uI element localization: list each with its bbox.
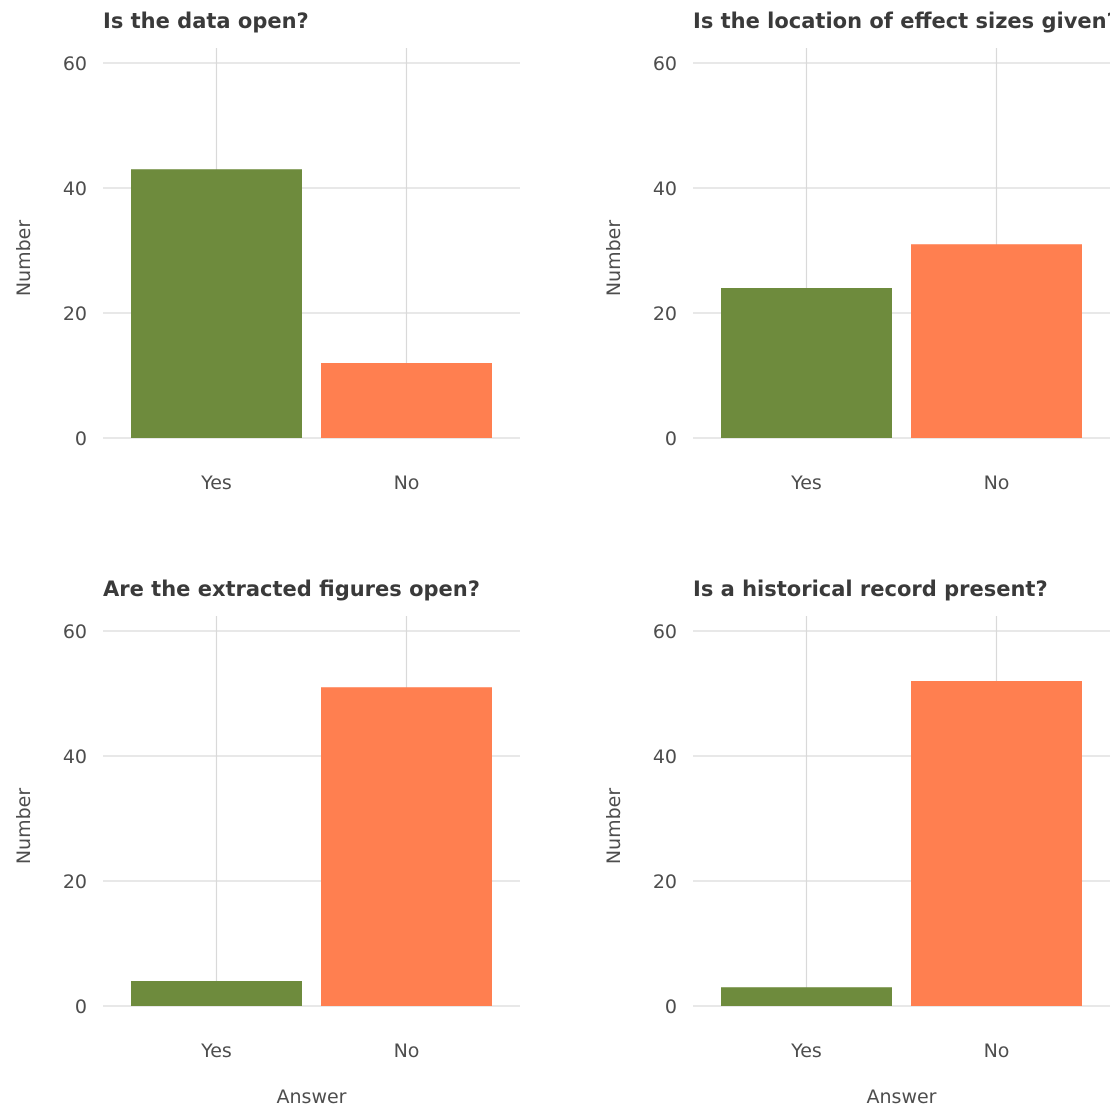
y-tick-label: 40 <box>63 746 87 768</box>
panel-title: Is the location of effect sizes given? <box>693 9 1110 33</box>
x-tick-label: Yes <box>200 1040 232 1062</box>
x-tick-label: No <box>394 472 420 494</box>
x-axis-label: Answer <box>277 1086 347 1108</box>
chart-panel-4: Is a historical record present? 0 20 40 60 Ye… <box>603 577 1110 1108</box>
bar-yes <box>721 288 892 438</box>
y-tick-label: 20 <box>63 303 87 325</box>
y-axis-label: Number <box>13 220 35 297</box>
bar-yes <box>131 169 302 438</box>
x-tick-label: Yes <box>200 472 232 494</box>
x-tick-label: No <box>984 472 1010 494</box>
bar-no <box>321 363 492 438</box>
panel-title: Is the data open? <box>103 9 309 33</box>
y-tick-label: 20 <box>653 303 677 325</box>
y-tick-label: 0 <box>665 428 677 450</box>
y-tick-label: 40 <box>653 178 677 200</box>
chart-panel-2: Is the location of effect sizes given? 0 2… <box>603 9 1110 494</box>
y-tick-label: 20 <box>63 871 87 893</box>
bar-yes <box>131 981 302 1006</box>
y-tick-label: 20 <box>653 871 677 893</box>
chart-panel-3: Are the extracted figures open? 0 20 40 60 Ye… <box>13 577 520 1108</box>
y-tick-label: 40 <box>63 178 87 200</box>
bar-no <box>911 681 1082 1006</box>
panel-title: Is a historical record present? <box>693 577 1048 601</box>
y-axis-label: Number <box>13 788 35 865</box>
x-tick-label: Yes <box>790 472 822 494</box>
x-tick-label: No <box>984 1040 1010 1062</box>
x-tick-label: No <box>394 1040 420 1062</box>
bar-no <box>321 687 492 1006</box>
y-tick-label: 60 <box>63 53 87 75</box>
x-tick-label: Yes <box>790 1040 822 1062</box>
y-tick-label: 0 <box>75 428 87 450</box>
y-axis-label: Number <box>603 788 625 865</box>
y-tick-label: 60 <box>653 621 677 643</box>
y-tick-label: 0 <box>665 996 677 1018</box>
y-axis-label: Number <box>603 220 625 297</box>
y-tick-label: 40 <box>653 746 677 768</box>
bar-no <box>911 244 1082 438</box>
y-tick-label: 60 <box>63 621 87 643</box>
chart-panel-1: Is the data open? 0 20 40 60 Yes No Number <box>13 9 520 494</box>
y-tick-label: 0 <box>75 996 87 1018</box>
bar-yes <box>721 987 892 1006</box>
x-axis-label: Answer <box>867 1086 937 1108</box>
panel-title: Are the extracted figures open? <box>103 577 480 601</box>
y-tick-label: 60 <box>653 53 677 75</box>
